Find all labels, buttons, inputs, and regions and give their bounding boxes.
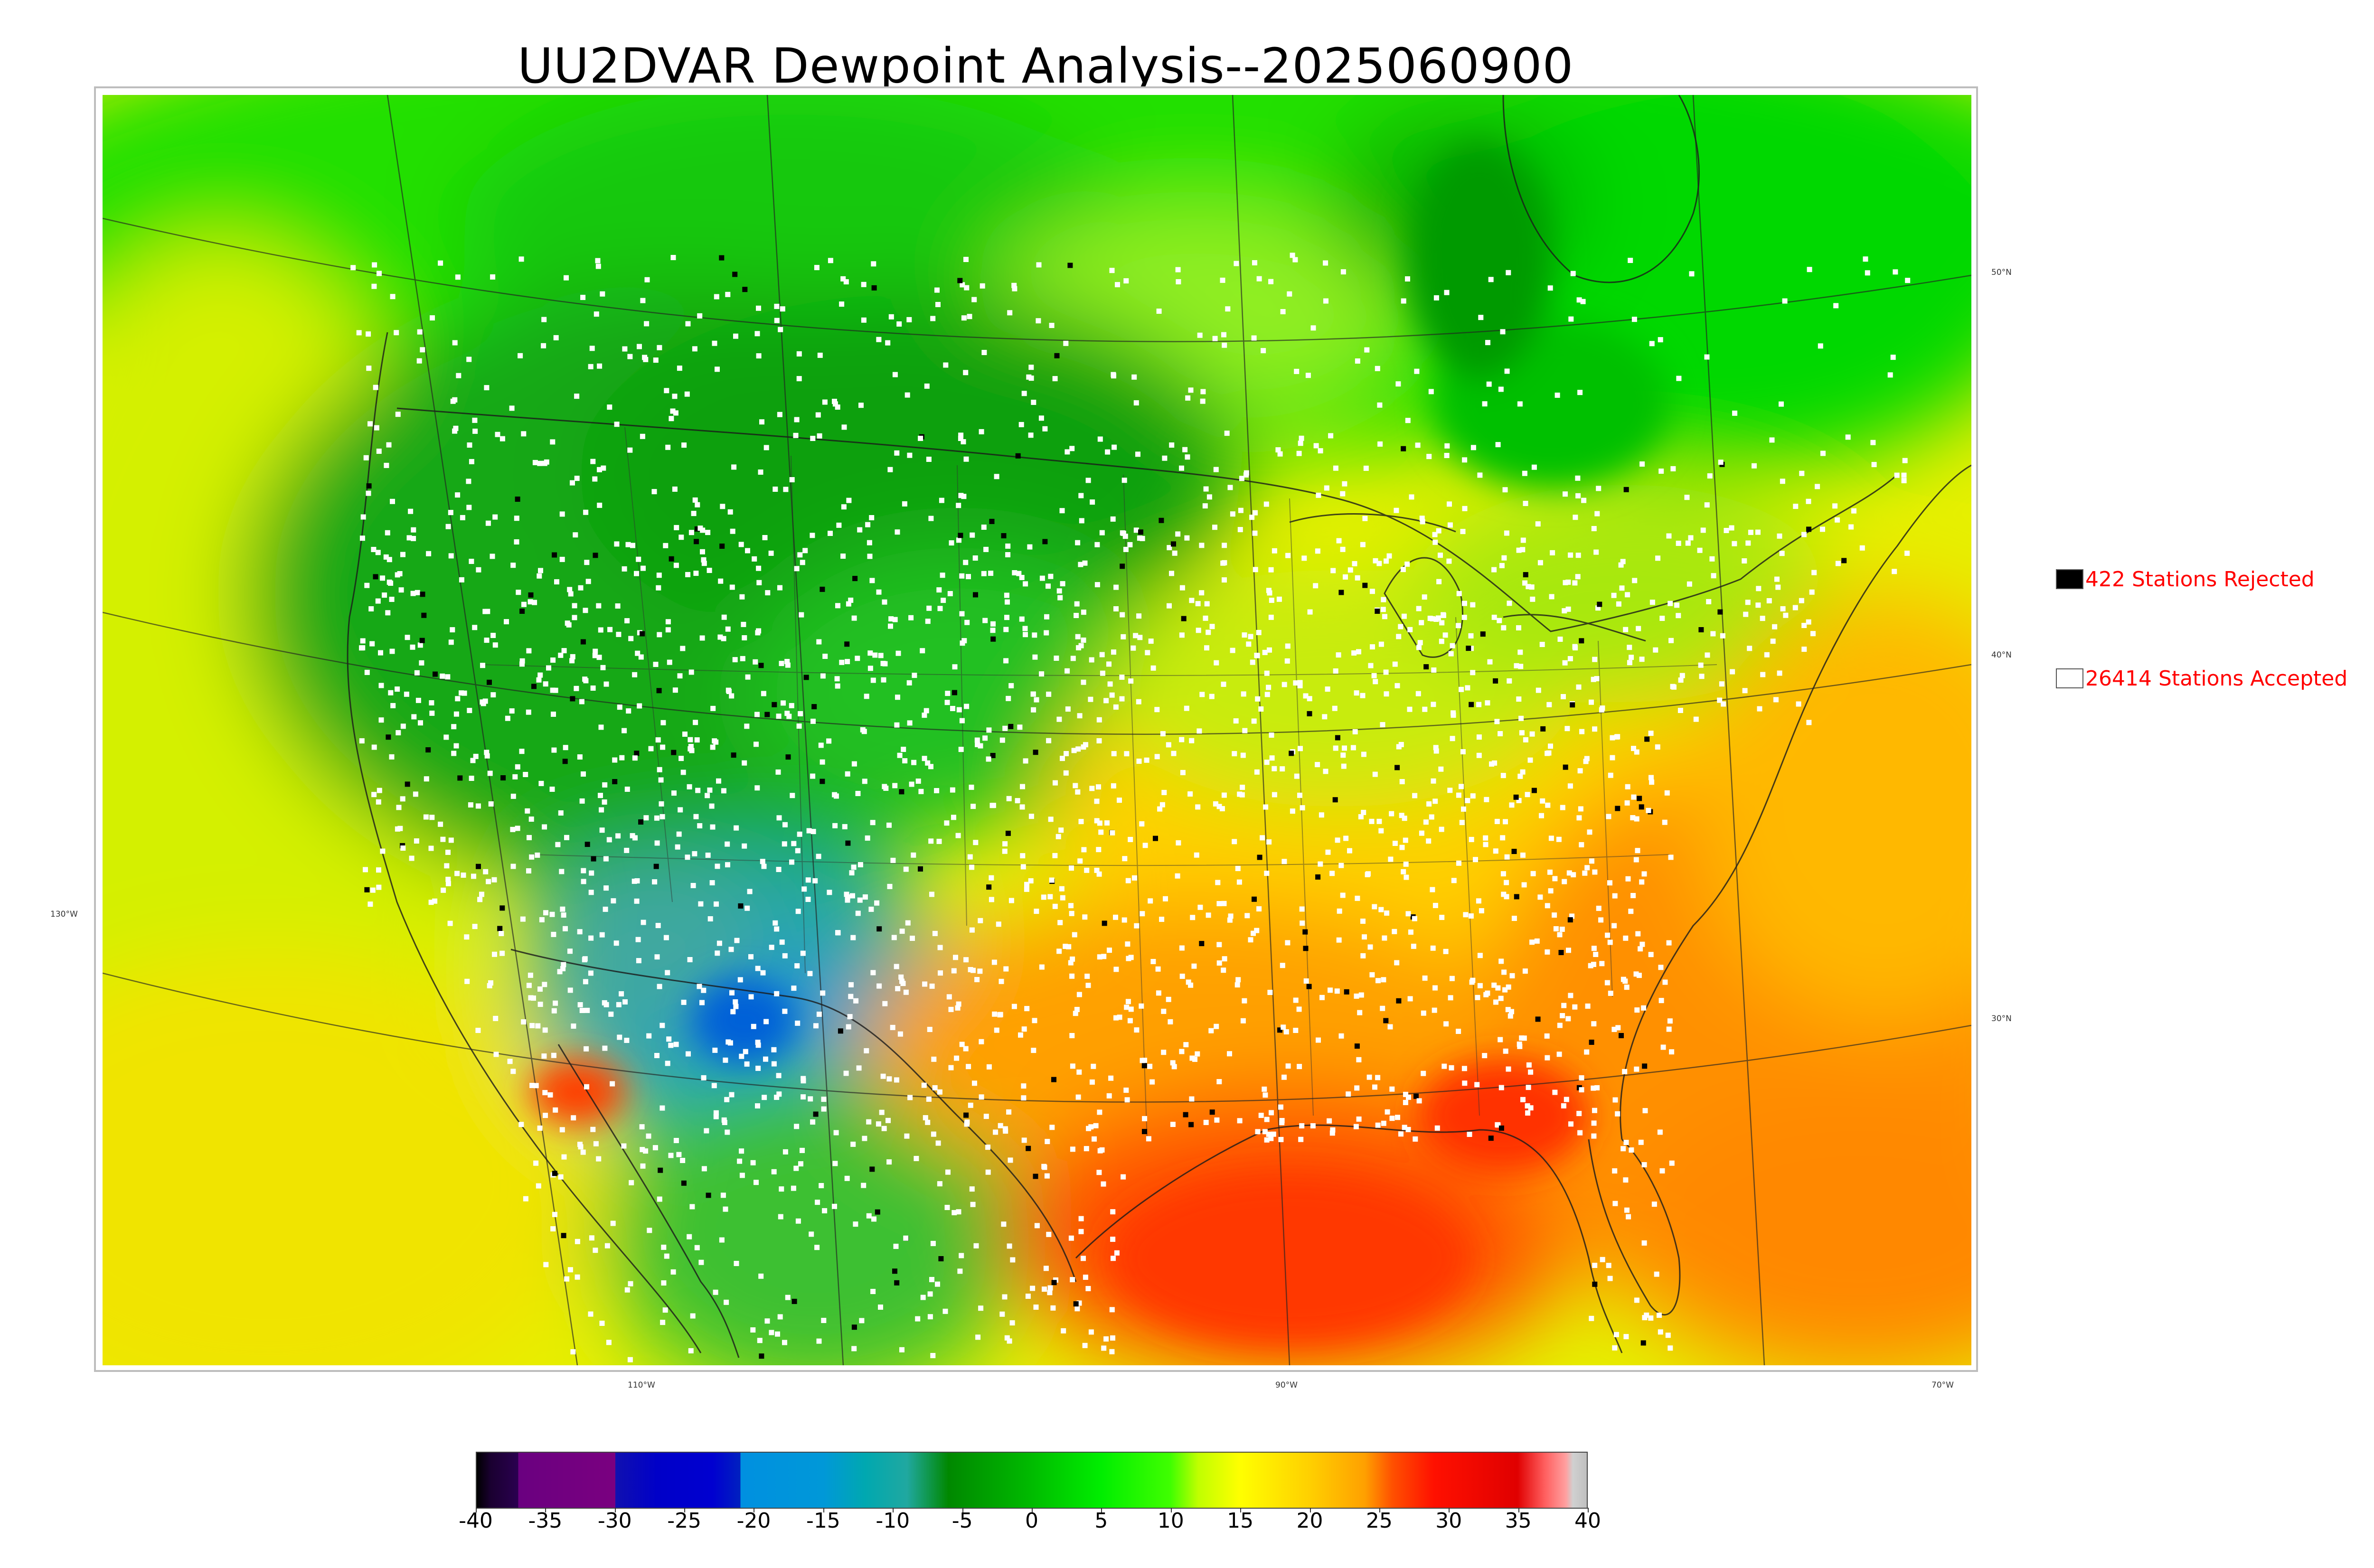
colorbar-tick: 20 — [1297, 1509, 1323, 1533]
lon-label-110: 110°W — [628, 1380, 655, 1390]
legend-rejected: 422 Stations Rejected — [2056, 567, 2315, 591]
lat-label-50: 50°N — [1991, 268, 2012, 277]
accepted-label: 26414 Stations Accepted — [2085, 667, 2347, 691]
colorbar-ticks: -40 -35 -30 -25 -20 -15 -10 -5 0 5 10 15 20 25 30 35 40 — [476, 1509, 1588, 1542]
lon-label-90: 90°W — [1275, 1380, 1298, 1390]
colorbar-tick: -20 — [737, 1509, 771, 1533]
colorbar-tick: -5 — [952, 1509, 973, 1533]
colorbar-tick: -40 — [459, 1509, 493, 1533]
lat-label-30: 30°N — [1991, 1014, 2012, 1023]
colorbar-tick: 35 — [1505, 1509, 1532, 1533]
rejected-swatch — [2056, 569, 2083, 589]
colorbar-tick: -10 — [876, 1509, 910, 1533]
colorbar-tick: -25 — [667, 1509, 701, 1533]
legend-accepted: 26414 Stations Accepted — [2056, 667, 2347, 690]
colorbar-tick: 0 — [1025, 1509, 1038, 1533]
colorbar-tick: 40 — [1574, 1509, 1601, 1533]
map-frame: 50°N 40°N 30°N 130°W 110°W 90°W 70°W — [94, 86, 1978, 1372]
dewpoint-map — [103, 95, 1971, 1365]
colorbar-tick: -35 — [528, 1509, 562, 1533]
colorbar-tick: -30 — [598, 1509, 632, 1533]
accepted-swatch — [2056, 668, 2083, 688]
colorbar-tick: -15 — [806, 1509, 840, 1533]
lon-label-130: 130°W — [50, 910, 78, 919]
colorbar-tick: 25 — [1366, 1509, 1393, 1533]
rejected-label: 422 Stations Rejected — [2085, 567, 2315, 592]
colorbar — [476, 1452, 1588, 1509]
colorbar-tick: 30 — [1435, 1509, 1462, 1533]
lon-label-70: 70°W — [1931, 1380, 1954, 1390]
colorbar-tick: 15 — [1227, 1509, 1253, 1533]
lat-label-40: 40°N — [1991, 650, 2012, 660]
colorbar-tick: 10 — [1158, 1509, 1184, 1533]
colorbar-tick: 5 — [1094, 1509, 1108, 1533]
